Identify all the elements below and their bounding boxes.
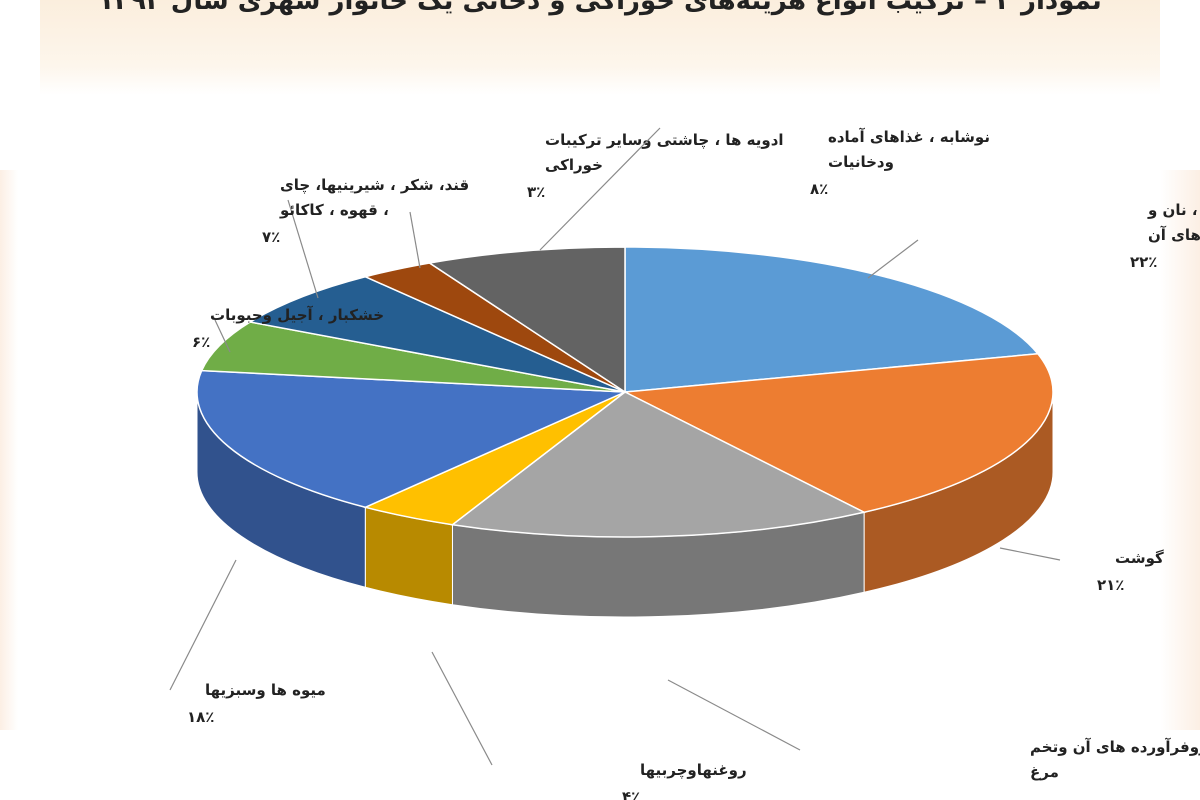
- pie-slice-6: [200, 321, 626, 393]
- slice-value-label: ۲۲٪: [1130, 253, 1157, 271]
- slice-label-text: شیروفرآورده های آن وتخم: [1030, 738, 1200, 756]
- pie-side-walls: [196, 391, 1054, 618]
- slice-value-label: ۸٪: [810, 180, 828, 198]
- slice-label-2: گوشت ۲۱٪: [1097, 549, 1164, 594]
- leader-line-7: [287, 199, 319, 299]
- slice-value-label: ۳٪: [527, 183, 545, 201]
- slice-label-text: خشکبار ، آجیل وحبوبات: [210, 306, 384, 324]
- slice-label-5: میوه ها وسبزیها ۱۸٪: [187, 681, 326, 726]
- slice-label-text: ادویه ها ، چاشتی وسایر ترکیبات: [545, 131, 784, 150]
- pie-slice-2: [622, 352, 1054, 514]
- leader-line-4: [431, 651, 493, 766]
- slice-value-label: ۲۱٪: [1097, 576, 1124, 594]
- leader-line-5: [169, 559, 237, 691]
- slice-label-text: گوشت: [1115, 549, 1164, 567]
- slice-label-text: فرآوردهای آن: [1148, 226, 1200, 244]
- pie-slice-7: [248, 275, 626, 393]
- leader-line-8: [409, 211, 421, 269]
- slice-label-text: روغنهاوچربیها: [640, 761, 747, 780]
- slice-value-label: ۶٪: [192, 333, 210, 351]
- slice-label-1: آرد ، رشته ، غلات ، نان و فرآوردهای آن ۲۲٪: [1130, 201, 1200, 271]
- leader-line-1: [867, 239, 919, 279]
- slice-label-text: ودخانیات: [828, 153, 894, 171]
- slice-value-label: ۷٪: [262, 228, 280, 246]
- slice-label-text: خوراکی: [545, 156, 603, 174]
- leader-line-9: [539, 127, 661, 251]
- leader-line-3: [667, 679, 801, 751]
- pie-slice-5: [196, 369, 626, 509]
- pie-top: [196, 246, 1054, 538]
- slice-label-text: مرغ: [1030, 763, 1059, 781]
- slice-value-label: ۱۸٪: [187, 708, 214, 726]
- slice-label-text: ، قهوه ، کاکائو: [279, 201, 389, 219]
- slice-label-3: شیروفرآورده های آن وتخم مرغ: [1030, 738, 1200, 781]
- right-background-shade: [1160, 170, 1200, 730]
- chart-title: نمودار ۲ – ترکیب انواع هزینه‌های خوراکی …: [98, 0, 1102, 16]
- pie-slice-9: [427, 246, 626, 394]
- slice-label-text: نوشابه ، غذاهای آماده: [828, 128, 990, 146]
- slice-label-text: قند، شکر ، شیرینیها، چای: [280, 176, 469, 195]
- left-background-shade: [0, 170, 18, 730]
- pie-slice-1: [624, 246, 1040, 393]
- slice-value-label: ۴٪: [622, 788, 640, 800]
- slice-label-7: قند، شکر ، شیرینیها، چای ، قهوه ، کاکائو ۷…: [262, 176, 469, 246]
- header-background-band: [40, 0, 1160, 95]
- pie-slice-3: [450, 391, 867, 538]
- leader-line-2: [999, 547, 1061, 561]
- leader-line-6: [214, 319, 231, 353]
- slice-label-text: میوه ها وسبزیها: [205, 681, 326, 699]
- slice-label-text: آرد ، رشته ، غلات ، نان و: [1147, 201, 1200, 219]
